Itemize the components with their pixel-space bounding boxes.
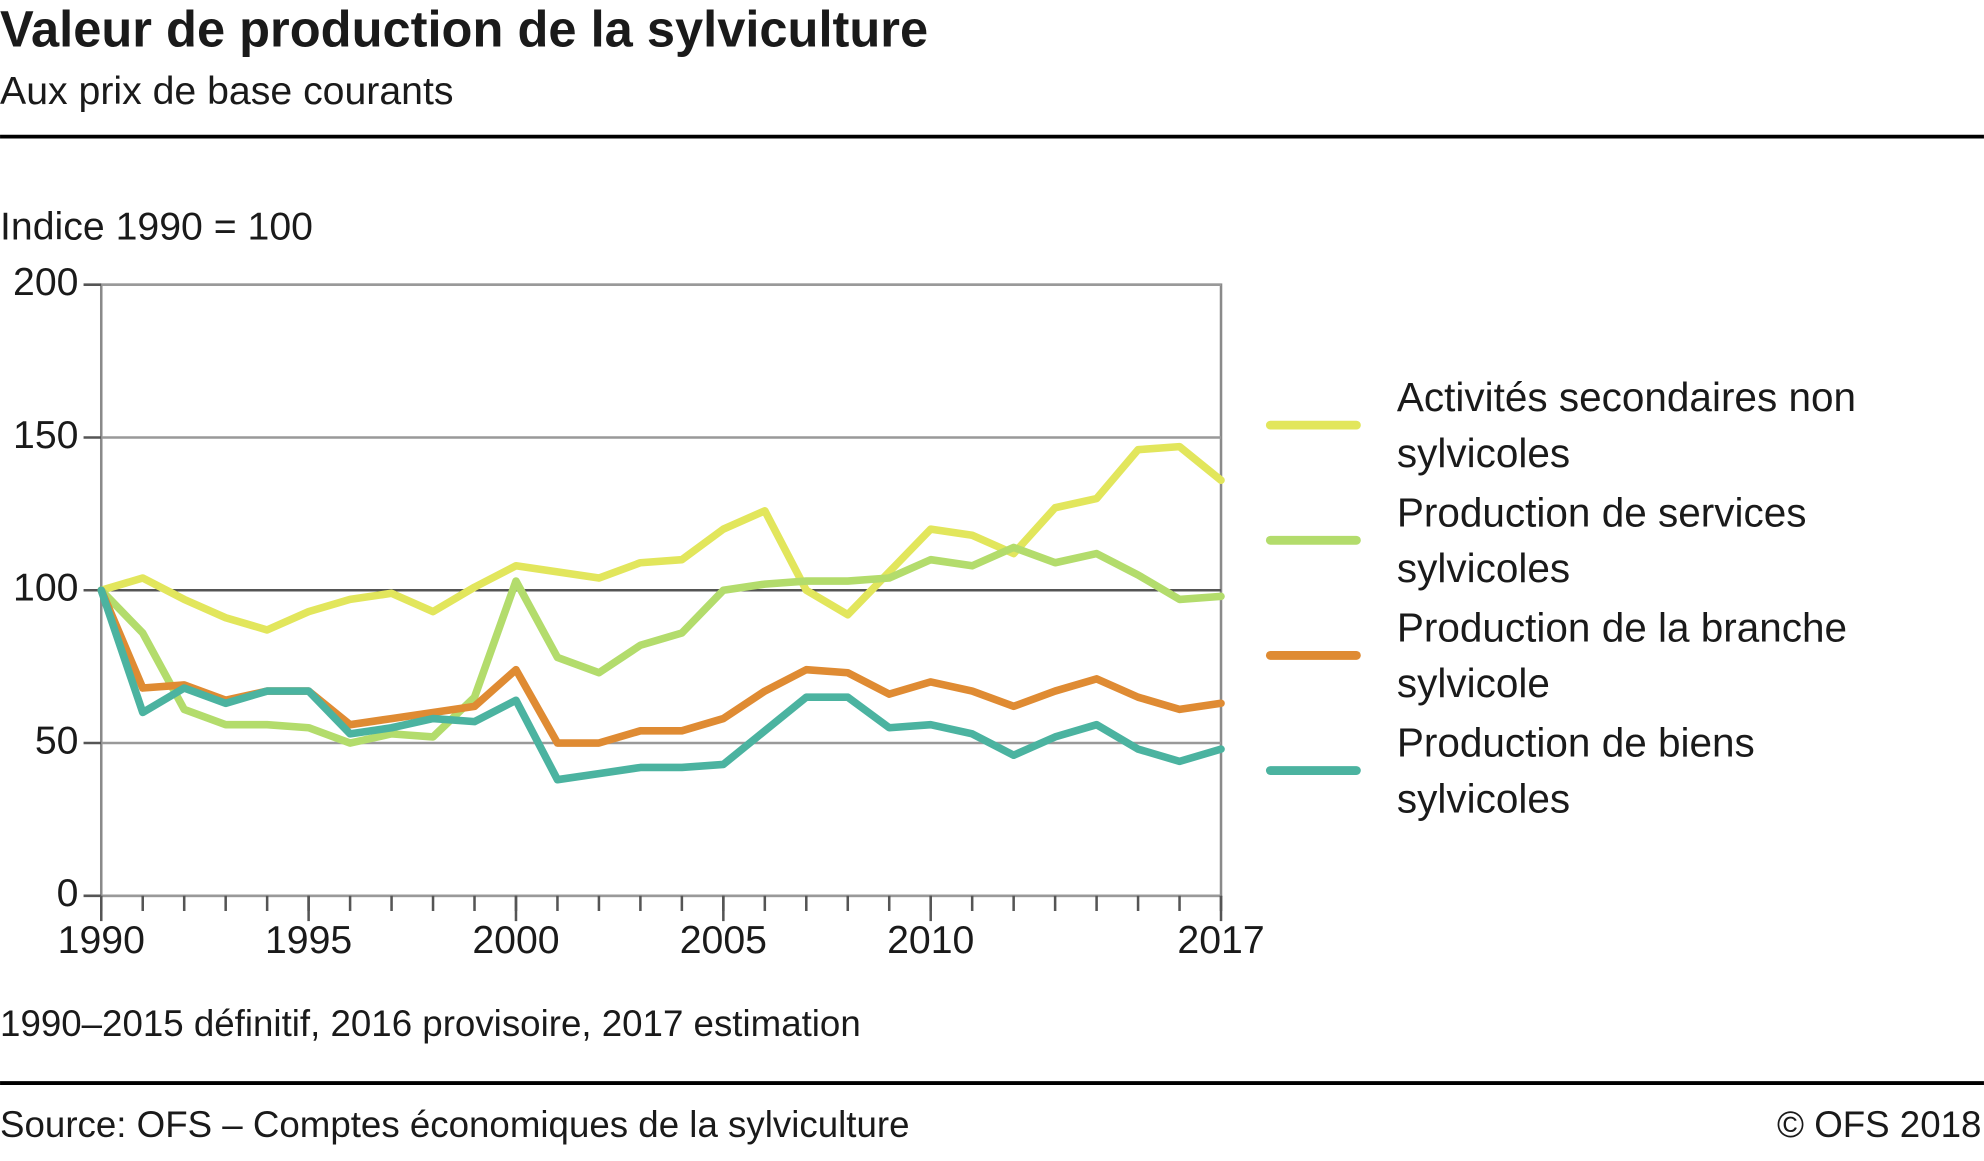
x-tick-label: 1990 <box>58 918 145 962</box>
series-line <box>97 586 1225 747</box>
y-axis-label: Indice 1990 = 100 <box>0 204 313 248</box>
series-line <box>97 442 1225 634</box>
y-tick-label: 200 <box>13 260 78 304</box>
x-tick-label: 2000 <box>472 918 559 962</box>
note: 1990–2015 définitif, 2016 provisoire, 20… <box>0 1003 861 1044</box>
series-line <box>97 543 1225 747</box>
legend-item: Production de services sylvicoles <box>1396 489 1807 591</box>
legend-item: Activités secondaires non sylvicoles <box>1396 374 1856 476</box>
x-tick-label: 2017 <box>1177 918 1264 962</box>
x-tick-label: 1995 <box>265 918 352 962</box>
y-tick-label: 100 <box>13 566 78 610</box>
x-tick-label: 2005 <box>680 918 767 962</box>
x-tick-label: 2010 <box>887 918 974 962</box>
y-tick-label: 50 <box>35 718 79 762</box>
y-tick-label: 0 <box>57 871 79 915</box>
legend-item: Production de la branche sylvicole <box>1396 604 1848 707</box>
legend-item: Production de biens sylvicoles <box>1396 719 1755 822</box>
series-line <box>97 586 1225 784</box>
chart-title: Valeur de production de la sylviculture <box>0 0 928 57</box>
legend-label: Production de la branche sylvicole <box>1396 604 1848 707</box>
chart-subtitle: Aux prix de base courants <box>0 69 453 113</box>
legend-label: Production de biens sylvicoles <box>1396 719 1755 822</box>
legend-label: Production de services sylvicoles <box>1396 489 1807 591</box>
y-tick-label: 150 <box>13 413 78 457</box>
copyright: © OFS 2018 <box>1777 1104 1981 1145</box>
legend-label: Activités secondaires non sylvicoles <box>1396 374 1856 476</box>
source: Source: OFS – Comptes économiques de la … <box>0 1104 909 1145</box>
